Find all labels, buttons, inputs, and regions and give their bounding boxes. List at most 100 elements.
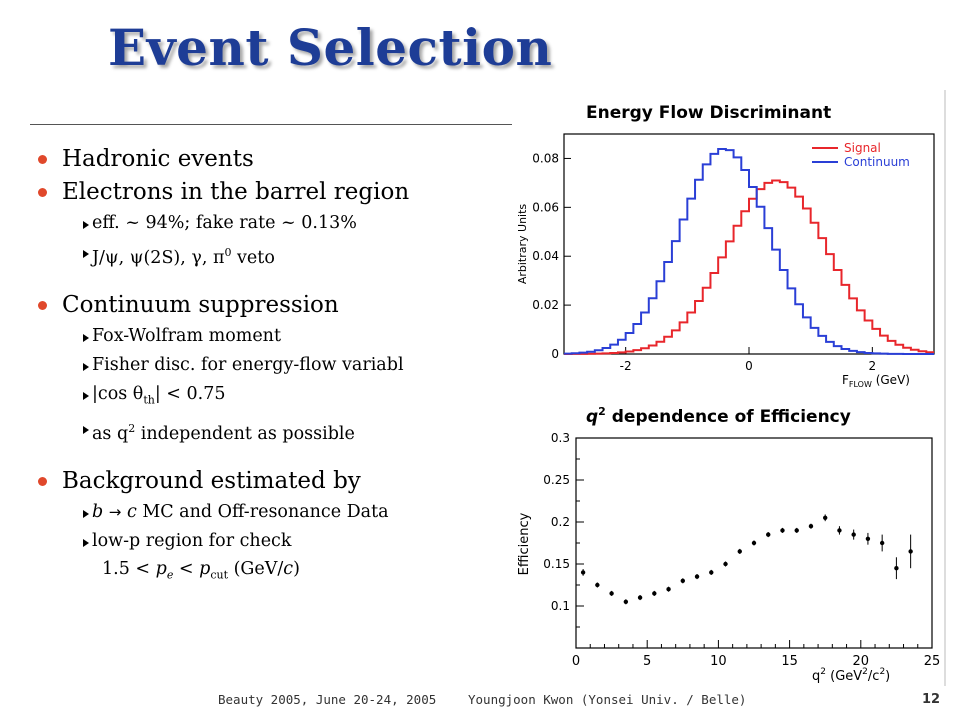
- sub-bullet-veto: J/ψ, ψ(2S), γ, π0 veto: [36, 238, 516, 273]
- energy-flow-xlabel: FFLOW (GeV): [842, 373, 910, 389]
- energy-flow-ytick-label: 0.04: [532, 249, 559, 263]
- efficiency-point: [766, 532, 771, 537]
- sub-bullet-low-p: low-p region for check: [36, 527, 516, 556]
- sub-bullet-fisher: Fisher disc. for energy-flow variabl: [36, 351, 516, 380]
- energy-flow-ylabel: Arbitrary Units: [516, 204, 529, 285]
- efficiency-point: [652, 591, 657, 596]
- energy-flow-xtick-label: 0: [745, 359, 753, 373]
- efficiency-xtick-label: 25: [924, 654, 941, 669]
- efficiency-ytick-label: 0.25: [543, 473, 570, 487]
- efficiency-point: [908, 549, 913, 554]
- energy-flow-ytick-label: 0.08: [532, 151, 559, 165]
- energy-flow-chart: Energy Flow Discriminant Arbitrary Units…: [516, 103, 935, 389]
- slide-title: Event Selection: [108, 18, 553, 77]
- fflow-unit: (GeV): [872, 373, 910, 387]
- q2-tail: independent as possible: [135, 424, 355, 445]
- sub-bullet-b-to-c: b → c MC and Off-resonance Data: [36, 498, 516, 527]
- efficiency-xtick-label: 5: [643, 654, 651, 669]
- energy-flow-title: Energy Flow Discriminant: [586, 103, 831, 123]
- efficiency-point: [666, 587, 671, 592]
- q2-sup: 2: [820, 667, 826, 677]
- fflow-f: F: [842, 373, 849, 387]
- footer-author: Youngjoon Kwon (Yonsei Univ. / Belle): [468, 692, 747, 707]
- veto-tail: veto: [231, 247, 275, 268]
- efficiency-point: [851, 532, 856, 537]
- page-number: 12: [922, 692, 941, 707]
- efficiency-point: [780, 528, 785, 533]
- q2-unit-sup2: 2: [879, 667, 885, 677]
- cut-subscript: cut: [210, 568, 229, 582]
- bullet-continuum-suppression: Continuum suppression: [36, 289, 516, 322]
- efficiency-point: [609, 591, 614, 596]
- p-symbol: p: [155, 559, 167, 580]
- p-symbol-2: p: [199, 559, 211, 580]
- energy-flow-series-signal: [564, 179, 934, 355]
- unit-open: (GeV/: [228, 559, 284, 580]
- title-divider: [30, 124, 514, 125]
- efficiency-point: [709, 570, 714, 575]
- bullet-background-estimated: Background estimated by: [36, 465, 516, 498]
- energy-flow-ytick-label: 0.02: [532, 298, 559, 312]
- cos-theta-text: |cos θ: [92, 383, 144, 404]
- efficiency-title: q2 dependence of Efficiency: [586, 405, 851, 427]
- sub-bullet-efficiency: eff. ~ 94%; fake rate ~ 0.13%: [36, 209, 516, 238]
- efficiency-ytick-label: 0.3: [551, 431, 570, 445]
- bullet-list: Hadronic events Electrons in the barrel …: [36, 143, 516, 589]
- efficiency-xlabel: q2 (GeV2/c2): [812, 667, 890, 684]
- mc-offres-text: MC and Off-resonance Data: [136, 502, 389, 523]
- q2-unit: (GeV: [826, 669, 862, 684]
- figures-panel: Energy Flow Discriminant Arbitrary Units…: [512, 90, 946, 686]
- efficiency-point: [595, 582, 600, 588]
- efficiency-chart: q2 dependence of Efficiency Efficiency 0…: [517, 405, 940, 684]
- efficiency-point: [837, 528, 842, 533]
- c-unit: c: [283, 559, 294, 580]
- lt-symbol: <: [173, 559, 200, 580]
- efficiency-xtick-label: 10: [710, 654, 727, 669]
- q2-end: ): [885, 669, 890, 684]
- efficiency-xtick-label: 15: [781, 654, 798, 669]
- efficiency-point: [723, 561, 728, 567]
- efficiency-point: [879, 540, 885, 546]
- energy-flow-xtick-label: -2: [620, 359, 632, 373]
- energy-flow-ytick-label: 0: [551, 347, 559, 361]
- sub-bullet-cos-theta: |cos θth| < 0.75: [36, 380, 516, 415]
- eff-title-rest: dependence of Efficiency: [606, 407, 851, 427]
- range-lower: 1.5 <: [102, 559, 156, 580]
- efficiency-ytick-label: 0.15: [543, 557, 570, 571]
- efficiency-point: [823, 515, 828, 520]
- q2-text: as q: [92, 424, 129, 445]
- efficiency-point: [794, 528, 799, 533]
- efficiency-xtick-label: 0: [572, 654, 580, 669]
- momentum-range: 1.5 < pe < pcut (GeV/c): [36, 556, 516, 589]
- efficiency-point: [623, 599, 629, 604]
- efficiency-ytick-label: 0.2: [551, 515, 570, 529]
- sub-bullet-fox-wolfram: Fox-Wolfram moment: [36, 322, 516, 351]
- c-quark: c: [126, 502, 137, 523]
- legend-label-signal: Signal: [844, 141, 881, 155]
- q2-superscript: 2: [128, 422, 136, 436]
- legend-label-continuum: Continuum: [844, 155, 910, 169]
- bullet-hadronic-events: Hadronic events: [36, 143, 516, 176]
- unit-close: ): [293, 559, 300, 580]
- efficiency-ytick-label: 0.1: [551, 599, 570, 613]
- veto-text: J/ψ, ψ(2S), γ, π: [92, 247, 225, 268]
- figure-background: [512, 90, 946, 686]
- footer-conference: Beauty 2005, June 20-24, 2005: [218, 692, 437, 707]
- efficiency-point: [737, 549, 742, 554]
- fflow-sub: FLOW: [849, 380, 872, 389]
- e-subscript: e: [166, 568, 174, 582]
- efficiency-xtick-label: 20: [853, 654, 870, 669]
- efficiency-point: [694, 574, 700, 579]
- energy-flow-xtick-label: 2: [869, 359, 877, 373]
- sub-bullet-q2-independent: as q2 independent as possible: [36, 414, 516, 449]
- q2-unit-tail: /c: [868, 669, 880, 684]
- efficiency-point: [808, 524, 814, 529]
- efficiency-ylabel: Efficiency: [517, 512, 532, 575]
- q2-unit-sup: 2: [862, 667, 868, 677]
- efficiency-point: [751, 540, 757, 546]
- bullet-electrons-barrel: Electrons in the barrel region: [36, 176, 516, 209]
- th-subscript: th: [143, 393, 155, 407]
- energy-flow-series-continuum: [564, 147, 934, 355]
- efficiency-point: [894, 566, 899, 571]
